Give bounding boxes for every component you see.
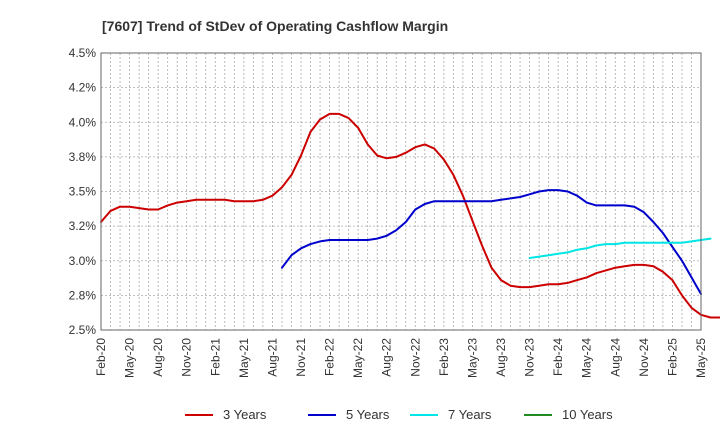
legend: 3 Years 5 Years 7 Years 10 Years <box>185 407 613 422</box>
x-tick-label: Aug-24 <box>608 338 622 377</box>
x-tick-label: Aug-22 <box>380 338 394 377</box>
series-line-7-years <box>528 237 712 259</box>
y-tick-label: 4.0% <box>69 115 97 129</box>
legend-label: 7 Years <box>448 407 492 422</box>
x-tick-label: Aug-23 <box>494 338 508 377</box>
x-tick-label: Feb-25 <box>665 338 679 376</box>
y-tick-label: 3.2% <box>69 219 97 233</box>
x-axis-ticks: Feb-20 May-20 Aug-20 Nov-20 Feb-21 May-21 Aug-… <box>94 338 708 378</box>
y-tick-label: 3.8% <box>69 150 97 164</box>
x-tick-label: Nov-23 <box>523 338 537 377</box>
y-tick-label: 4.5% <box>69 46 97 60</box>
grid-lines <box>101 53 701 330</box>
x-tick-label: May-25 <box>694 338 708 378</box>
x-tick-label: Feb-24 <box>551 338 565 376</box>
y-tick-label: 2.5% <box>69 323 97 337</box>
x-tick-label: May-24 <box>580 338 594 378</box>
y-tick-label: 4.2% <box>69 81 97 95</box>
x-tick-label: May-23 <box>465 338 479 378</box>
plot-frame <box>100 52 702 331</box>
x-tick-label: Aug-21 <box>265 338 279 377</box>
x-tick-label: Nov-22 <box>408 338 422 377</box>
x-tick-label: Nov-21 <box>294 338 308 377</box>
series-line-3-years <box>100 112 720 319</box>
x-tick-label: Feb-20 <box>94 338 108 376</box>
series-lines <box>100 112 720 319</box>
legend-label: 10 Years <box>562 407 613 422</box>
y-tick-label: 3.5% <box>69 185 97 199</box>
x-tick-label: Aug-20 <box>151 338 165 377</box>
x-tick-label: Nov-20 <box>180 338 194 377</box>
y-tick-label: 3.0% <box>69 254 97 268</box>
x-tick-label: Nov-24 <box>637 338 651 377</box>
chart-title: [7607] Trend of StDev of Operating Cashf… <box>102 18 448 34</box>
x-tick-label: Feb-21 <box>208 338 222 376</box>
series-line-5-years <box>281 189 702 295</box>
y-tick-label: 2.8% <box>69 288 97 302</box>
legend-label: 3 Years <box>223 407 267 422</box>
x-tick-label: May-21 <box>237 338 251 378</box>
legend-label: 5 Years <box>346 407 390 422</box>
x-tick-label: May-22 <box>351 338 365 378</box>
x-tick-label: Feb-22 <box>323 338 337 376</box>
x-tick-label: Feb-23 <box>437 338 451 376</box>
y-axis-ticks: 2.5% 2.8% 3.0% 3.2% 3.5% 3.8% 4.0% 4.2% 4.5% <box>69 46 97 337</box>
x-tick-label: May-20 <box>123 338 137 378</box>
